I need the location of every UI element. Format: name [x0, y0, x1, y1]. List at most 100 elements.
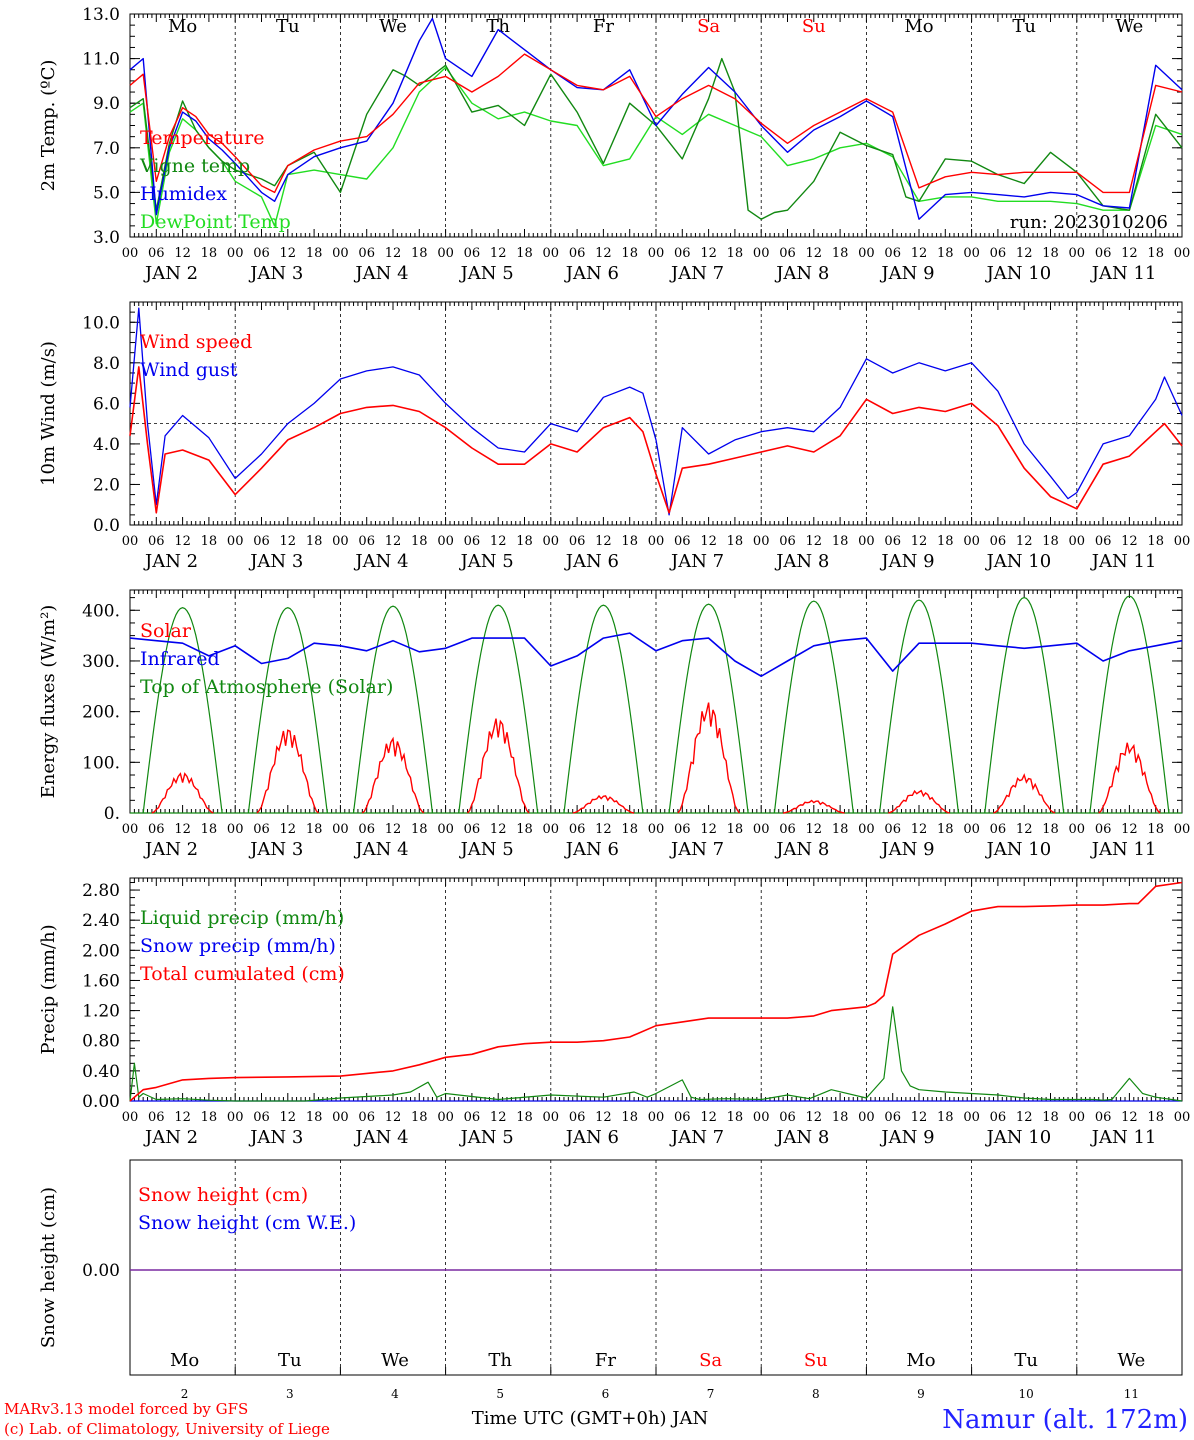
day-number-label: 4 [391, 1387, 399, 1401]
x-hour-label: 00 [122, 1110, 139, 1125]
x-date-label: JAN 6 [564, 263, 619, 284]
x-hour-label: 00 [963, 246, 980, 261]
weekday-label: Su [802, 16, 826, 37]
x-hour-label: 12 [174, 246, 191, 261]
weekday-label: We [381, 1350, 409, 1371]
x-hour-label: 18 [727, 246, 744, 261]
x-hour-label: 12 [1121, 1110, 1138, 1125]
x-hour-label: 06 [884, 534, 901, 549]
x-hour-label: 12 [1016, 822, 1033, 837]
x-hour-label: 12 [490, 1110, 507, 1125]
legend-infrared: Infrared [140, 648, 220, 670]
x-date-label: JAN 11 [1090, 839, 1157, 860]
y-tick-label: 10.0 [82, 313, 120, 333]
y-tick-label: 9.0 [93, 94, 120, 114]
x-hour-label: 06 [779, 1110, 796, 1125]
weekday-label: Fr [595, 1350, 616, 1371]
y-tick-label: 0.00 [82, 1092, 120, 1112]
x-hour-label: 00 [437, 1110, 454, 1125]
legend-dewpoint-temp: DewPoint Temp [140, 211, 291, 233]
solar-curve [888, 789, 950, 814]
x-hour-label: 18 [1042, 1110, 1059, 1125]
y-tick-label: 6.0 [93, 394, 120, 414]
x-hour-label: 18 [1042, 246, 1059, 261]
day-number-label: 9 [917, 1387, 925, 1401]
x-hour-label: 12 [700, 246, 717, 261]
x-hour-label: 18 [516, 1110, 533, 1125]
x-hour-label: 12 [280, 1110, 297, 1125]
x-hour-label: 18 [411, 534, 428, 549]
x-hour-label: 18 [727, 1110, 744, 1125]
x-hour-label: 18 [832, 822, 849, 837]
day-number-label: 2 [181, 1387, 189, 1401]
series-total-cumulated [129, 881, 1183, 1102]
x-hour-label: 12 [1121, 246, 1138, 261]
legend-solar: Solar [140, 620, 192, 642]
x-hour-label: 06 [569, 534, 586, 549]
x-hour-label: 12 [595, 1110, 612, 1125]
x-hour-label: 12 [490, 246, 507, 261]
x-hour-label: 06 [674, 246, 691, 261]
x-date-label: JAN 7 [669, 1127, 724, 1148]
x-hour-label: 18 [727, 822, 744, 837]
y-tick-label: 300. [82, 652, 120, 672]
x-date-label: JAN 9 [879, 263, 934, 284]
y-tick-label: 0.80 [82, 1032, 120, 1052]
x-date-label: JAN 4 [353, 551, 408, 572]
x-hour-label: 00 [437, 534, 454, 549]
y-tick-label: 1.20 [82, 1002, 120, 1022]
x-hour-label: 06 [569, 822, 586, 837]
toa-solar-curve [247, 607, 328, 814]
x-hour-label: 06 [779, 246, 796, 261]
day-number-label: 11 [1124, 1387, 1139, 1401]
x-hour-label: 00 [963, 822, 980, 837]
x-date-label: JAN 11 [1090, 1127, 1157, 1148]
panel-3-frame [129, 589, 1183, 814]
x-hour-label: 00 [227, 1110, 244, 1125]
x-hour-label: 06 [148, 822, 165, 837]
series-humidex [129, 17, 1183, 220]
solar-curve [677, 702, 740, 814]
x-hour-label: 18 [937, 246, 954, 261]
solar-curve [466, 718, 530, 814]
x-hour-label: 12 [595, 246, 612, 261]
x-hour-label: 00 [648, 534, 665, 549]
footer-model-line2: (c) Lab. of Climatology, University of L… [4, 1420, 330, 1438]
x-hour-label: 12 [385, 822, 402, 837]
x-hour-label: 18 [306, 822, 323, 837]
x-hour-label: 12 [806, 822, 823, 837]
x-hour-label: 00 [437, 822, 454, 837]
x-hour-label: 18 [937, 534, 954, 549]
x-date-label: JAN 7 [669, 551, 724, 572]
x-hour-label: 18 [1042, 822, 1059, 837]
x-hour-label: 18 [727, 534, 744, 549]
toa-solar-curve [352, 605, 433, 814]
x-hour-label: 00 [543, 1110, 560, 1125]
x-hour-label: 06 [569, 246, 586, 261]
x-hour-label: 18 [621, 534, 638, 549]
toa-solar-curve [773, 600, 854, 814]
y-tick-label: 2.40 [82, 911, 120, 931]
x-date-label: JAN 2 [143, 1127, 198, 1148]
x-hour-label: 00 [227, 534, 244, 549]
x-hour-label: 06 [990, 534, 1007, 549]
x-hour-label: 06 [253, 246, 270, 261]
x-hour-label: 00 [1174, 822, 1191, 837]
x-date-label: JAN 5 [459, 263, 514, 284]
x-hour-label: 06 [884, 246, 901, 261]
x-hour-label: 06 [358, 822, 375, 837]
x-date-label: JAN 7 [669, 839, 724, 860]
x-date-label: JAN 11 [1090, 551, 1157, 572]
x-hour-label: 12 [595, 822, 612, 837]
x-hour-label: 00 [858, 534, 875, 549]
weekday-label: Fr [593, 16, 614, 37]
x-hour-label: 18 [411, 1110, 428, 1125]
weekday-label: Tu [276, 16, 300, 37]
x-hour-label: 00 [437, 246, 454, 261]
x-hour-label: 00 [122, 246, 139, 261]
x-hour-label: 06 [990, 1110, 1007, 1125]
x-hour-label: 06 [253, 534, 270, 549]
x-hour-label: 18 [832, 1110, 849, 1125]
